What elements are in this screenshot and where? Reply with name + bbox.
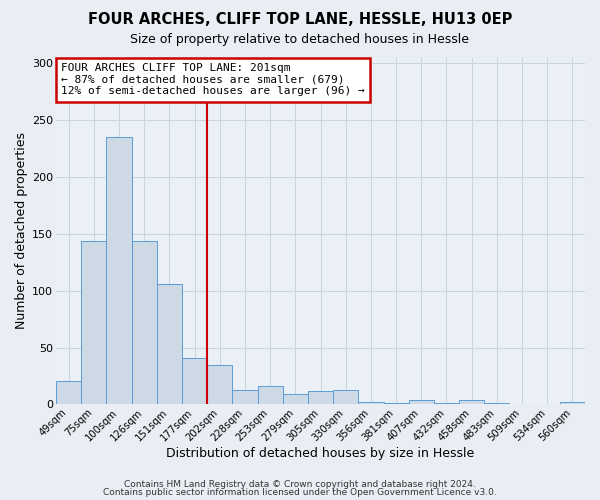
Bar <box>157 284 182 405</box>
Bar <box>81 240 106 404</box>
Bar <box>232 390 257 404</box>
Y-axis label: Number of detached properties: Number of detached properties <box>15 132 28 330</box>
Bar <box>283 394 308 404</box>
Bar <box>333 390 358 404</box>
Bar <box>207 364 232 405</box>
Bar <box>409 400 434 404</box>
Bar <box>106 137 131 404</box>
Bar <box>560 402 585 404</box>
Text: FOUR ARCHES CLIFF TOP LANE: 201sqm
← 87% of detached houses are smaller (679)
12: FOUR ARCHES CLIFF TOP LANE: 201sqm ← 87%… <box>61 63 365 96</box>
Bar <box>257 386 283 404</box>
Bar <box>182 358 207 405</box>
Bar <box>56 380 81 404</box>
X-axis label: Distribution of detached houses by size in Hessle: Distribution of detached houses by size … <box>166 447 475 460</box>
Text: Contains HM Land Registry data © Crown copyright and database right 2024.: Contains HM Land Registry data © Crown c… <box>124 480 476 489</box>
Text: Size of property relative to detached houses in Hessle: Size of property relative to detached ho… <box>131 32 470 46</box>
Bar <box>358 402 383 404</box>
Bar <box>131 240 157 404</box>
Bar <box>308 391 333 404</box>
Bar <box>459 400 484 404</box>
Text: Contains public sector information licensed under the Open Government Licence v3: Contains public sector information licen… <box>103 488 497 497</box>
Text: FOUR ARCHES, CLIFF TOP LANE, HESSLE, HU13 0EP: FOUR ARCHES, CLIFF TOP LANE, HESSLE, HU1… <box>88 12 512 28</box>
